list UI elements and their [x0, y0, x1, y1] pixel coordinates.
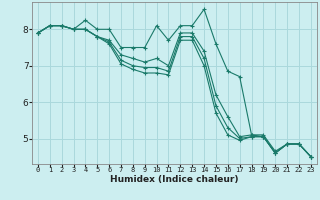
X-axis label: Humidex (Indice chaleur): Humidex (Indice chaleur) [110, 175, 239, 184]
